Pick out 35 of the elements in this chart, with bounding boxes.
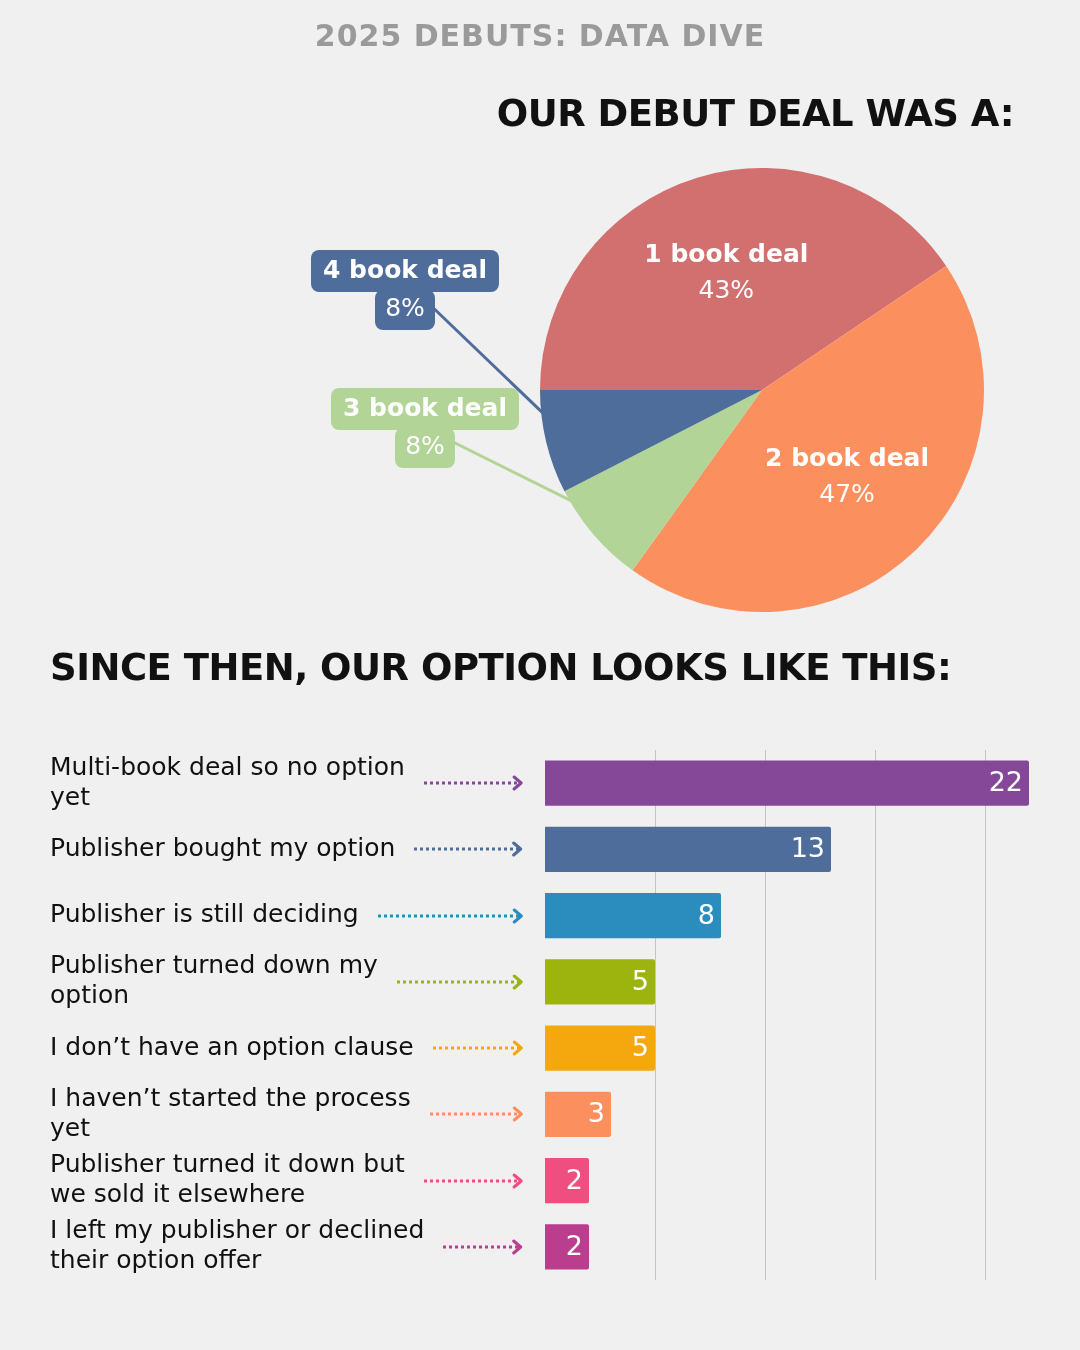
- y-tick-label: I left my publisher or declined their option offer: [50, 1215, 425, 1275]
- bar: [545, 1158, 589, 1204]
- bar: [545, 826, 831, 872]
- data-label: 3: [587, 1097, 605, 1129]
- data-label: 8%: [405, 430, 445, 460]
- chart-title: SINCE THEN, OUR OPTION LOOKS LIKE THIS:: [50, 646, 952, 689]
- slice-label: 4 book deal: [323, 254, 487, 284]
- y-tick-label: I haven’t started the process yet: [50, 1082, 411, 1142]
- y-tick-label: Multi-book deal so no option yet: [50, 751, 405, 811]
- slice-label: 3 book deal: [343, 392, 507, 422]
- data-label: 2: [565, 1163, 583, 1195]
- y-tick-label: Publisher bought my option: [50, 832, 396, 862]
- data-label: 8: [697, 898, 715, 930]
- y-tick-label: I don’t have an option clause: [50, 1031, 414, 1061]
- bar: [545, 1224, 589, 1270]
- data-label: 43%: [698, 274, 755, 304]
- bar: [545, 760, 1029, 806]
- data-label: 22: [988, 766, 1023, 798]
- y-tick-label: Publisher turned it down but we sold it elsewhere: [50, 1149, 406, 1209]
- chart-title: OUR DEBUT DEAL WAS A:: [496, 92, 1014, 135]
- slice-label: 1 book deal: [644, 238, 809, 268]
- y-tick-label: Publisher turned down my option: [50, 950, 378, 1010]
- chart-subtitle: 2025 DEBUTS: DATA DIVE: [313, 18, 767, 53]
- y-tick-label: Publisher is still deciding: [50, 899, 359, 929]
- data-label: 5: [631, 964, 649, 996]
- data-label: 2: [565, 1229, 583, 1261]
- bar: [545, 1025, 655, 1071]
- data-label: 8%: [385, 292, 425, 322]
- slice-label: 2 book deal: [765, 443, 930, 473]
- bar: [545, 959, 655, 1005]
- bar: [545, 1091, 611, 1137]
- data-label: 5: [631, 1031, 649, 1063]
- bar: [545, 893, 721, 939]
- data-label: 47%: [819, 479, 875, 509]
- data-label: 13: [790, 832, 825, 864]
